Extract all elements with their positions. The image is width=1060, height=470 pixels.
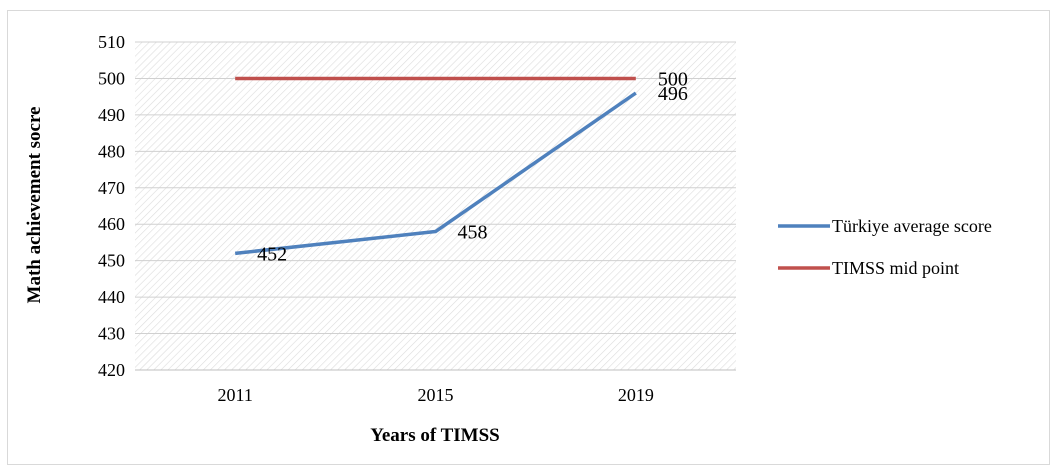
x-axis-title: Years of TIMSS — [370, 425, 500, 446]
legend-label: TIMSS mid point — [832, 258, 959, 278]
x-tick-label: 2015 — [418, 385, 454, 405]
y-tick-label: 440 — [98, 287, 125, 307]
data-label: 452 — [257, 243, 287, 265]
legend-label: Türkiye average score — [832, 216, 992, 236]
y-tick-label: 510 — [98, 32, 125, 52]
y-axis-title: Math achievement socre — [24, 107, 45, 304]
y-tick-label: 500 — [98, 68, 125, 88]
series-line-1 — [234, 91, 637, 256]
y-tick-label: 480 — [98, 141, 125, 161]
x-tick-label: 2011 — [217, 385, 252, 405]
y-tick-label: 450 — [98, 251, 125, 271]
data-label: 500 — [658, 68, 688, 90]
y-tick-label: 460 — [98, 214, 125, 234]
data-label: 496 — [658, 83, 688, 105]
y-tick-label: 430 — [98, 324, 125, 344]
plot-area — [135, 42, 736, 370]
data-label: 458 — [458, 222, 488, 244]
y-tick-label: 470 — [98, 178, 125, 198]
y-tick-label: 490 — [98, 105, 125, 125]
y-tick-label: 420 — [98, 360, 125, 380]
x-tick-label: 2019 — [618, 385, 654, 405]
